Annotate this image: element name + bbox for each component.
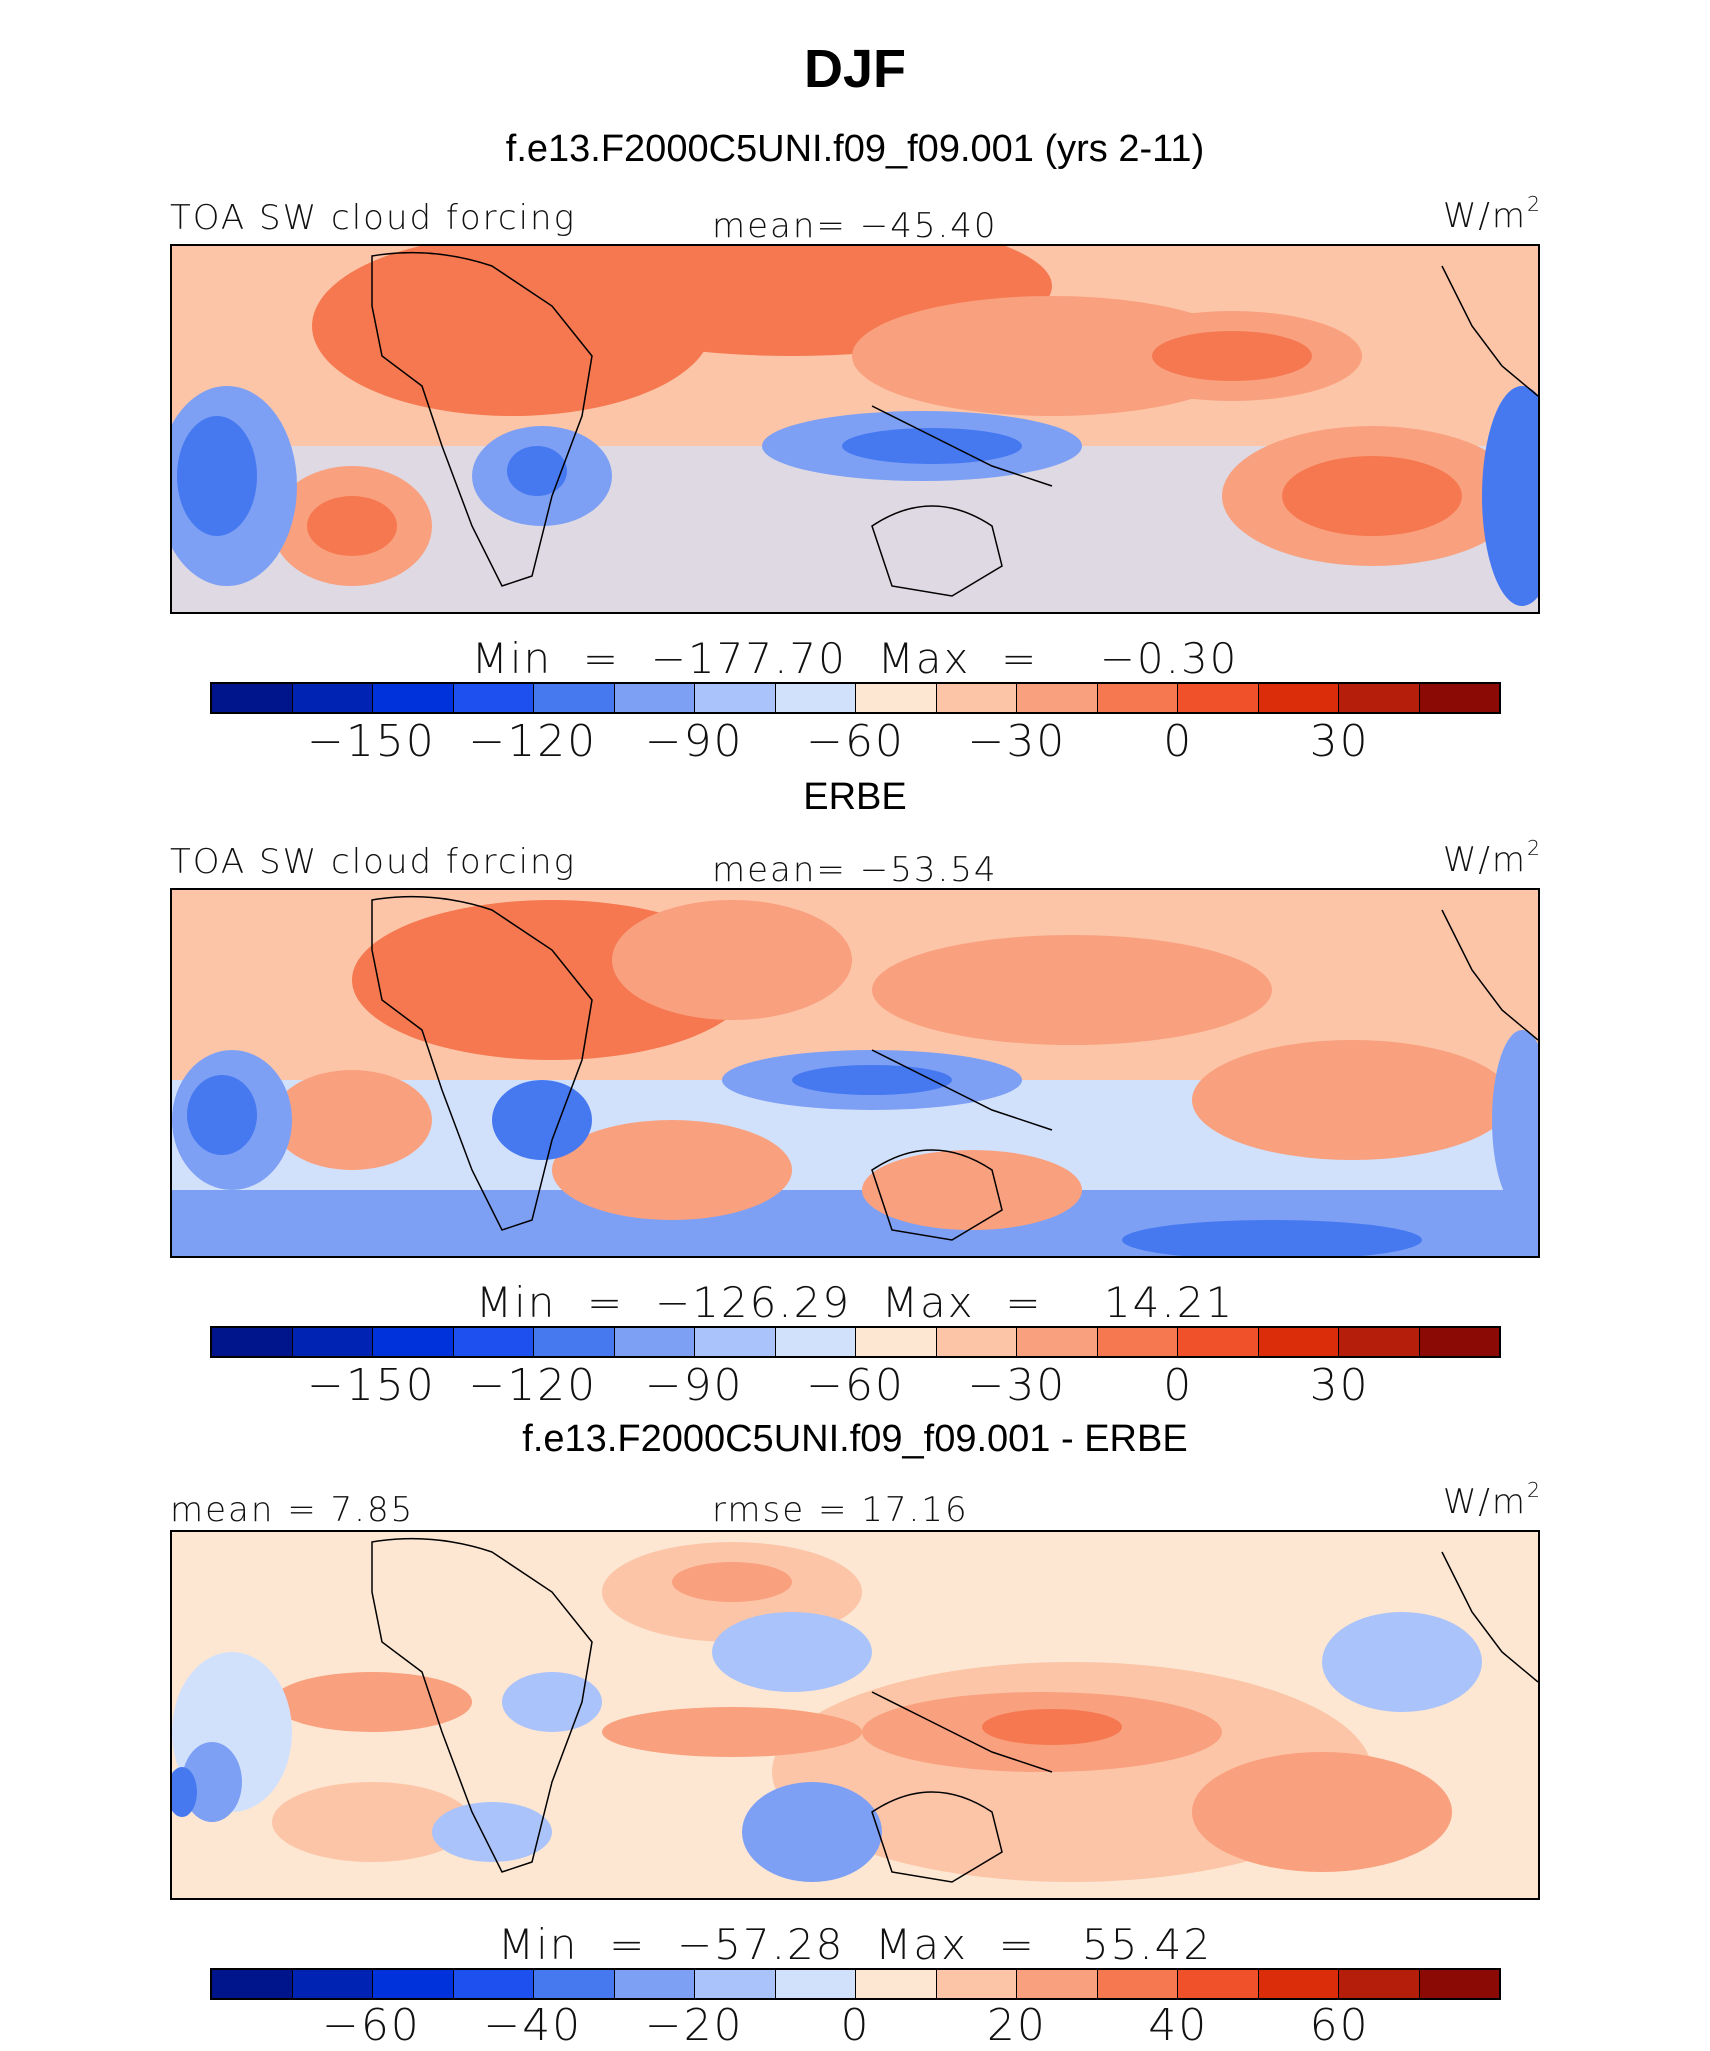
panel-1-units-label: W/m2 — [1442, 192, 1542, 236]
colorbar-swatch — [856, 1970, 937, 1998]
colorbar-tick-label: 0 — [1163, 716, 1194, 767]
colorbar-tick-label: −20 — [644, 2000, 744, 2051]
panel-2-colorbar — [210, 1326, 1501, 1358]
colorbar-tick-label: −90 — [644, 716, 744, 767]
colorbar-swatch — [1178, 684, 1259, 712]
colorbar-swatch — [695, 1328, 776, 1356]
colorbar-tick-label: −30 — [967, 1360, 1067, 1411]
panel-1-map — [157, 216, 1562, 614]
colorbar-tick-label: −150 — [306, 716, 436, 767]
colorbar-swatch — [1339, 1970, 1420, 1998]
colorbar-swatch — [1097, 1970, 1178, 1998]
colorbar-swatch — [775, 1970, 856, 1998]
colorbar-swatch — [1178, 1328, 1259, 1356]
panel-2-map — [170, 888, 1552, 1260]
panel-2-min-max: Min = −126.29 Max = 14.21 — [475, 1278, 1235, 1327]
panel-1-mean-label: mean= −45.40 — [712, 206, 998, 246]
colorbar-swatch — [936, 1328, 1017, 1356]
colorbar-swatch — [1097, 684, 1178, 712]
colorbar-swatch — [453, 1328, 534, 1356]
colorbar-swatch — [373, 1970, 454, 1998]
colorbar-swatch — [614, 1970, 695, 1998]
panel-3-colorbar — [210, 1968, 1501, 2000]
panel-3-mean-label: mean = 7.85 — [170, 1490, 415, 1530]
colorbar-swatch — [614, 1328, 695, 1356]
colorbar-tick-label: −60 — [321, 2000, 421, 2051]
panel-1-min-max: Min = −177.70 Max = −0.30 — [471, 634, 1239, 683]
colorbar-swatch — [212, 1328, 293, 1356]
colorbar-tick-label: 60 — [1309, 2000, 1370, 2051]
colorbar-swatch — [775, 684, 856, 712]
colorbar-swatch — [534, 1328, 615, 1356]
colorbar-swatch — [453, 1970, 534, 1998]
colorbar-swatch — [212, 1970, 293, 1998]
colorbar-swatch — [1017, 1328, 1098, 1356]
colorbar-tick-label: −60 — [806, 716, 905, 767]
colorbar-swatch — [534, 1970, 615, 1998]
panel-1-colorbar-ticks: −150 −120 −90 −60 −30 0 30 — [210, 716, 1501, 767]
colorbar-swatch — [292, 1970, 373, 1998]
colorbar-tick-label: 20 — [986, 2000, 1047, 2051]
colorbar-tick-label: −30 — [967, 716, 1067, 767]
colorbar-swatch — [1419, 684, 1499, 712]
colorbar-swatch — [534, 684, 615, 712]
panel-1-title: f.e13.F2000C5UNI.f09_f09.001 (yrs 2-11) — [505, 128, 1205, 170]
colorbar-swatch — [292, 684, 373, 712]
colorbar-tick-label: −150 — [306, 1360, 436, 1411]
colorbar-swatch — [1258, 684, 1339, 712]
colorbar-swatch — [856, 684, 937, 712]
panel-3-units-label: W/m2 — [1442, 1478, 1542, 1522]
colorbar-tick-label: −120 — [468, 716, 598, 767]
panel-3-min-max: Min = −57.28 Max = 55.42 — [497, 1920, 1213, 1969]
colorbar-swatch — [1419, 1328, 1499, 1356]
panel-1-map-field — [157, 216, 1562, 612]
colorbar-swatch — [212, 684, 293, 712]
colorbar-swatch — [1017, 684, 1098, 712]
panel-2-variable-label: TOA SW cloud forcing — [170, 842, 576, 882]
colorbar-swatch — [373, 1328, 454, 1356]
colorbar-swatch — [1339, 684, 1420, 712]
colorbar-swatch — [292, 1328, 373, 1356]
colorbar-swatch — [1258, 1328, 1339, 1356]
panel-3-map — [167, 1530, 1540, 1900]
panel-2-map-field — [172, 890, 1552, 1260]
colorbar-swatch — [936, 684, 1017, 712]
colorbar-swatch — [856, 1328, 937, 1356]
colorbar-tick-label: −90 — [644, 1360, 744, 1411]
colorbar-swatch — [936, 1970, 1017, 1998]
colorbar-swatch — [1097, 1328, 1178, 1356]
colorbar-tick-label: 0 — [1163, 1360, 1194, 1411]
colorbar-swatch — [453, 684, 534, 712]
colorbar-swatch — [1419, 1970, 1499, 1998]
colorbar-swatch — [1258, 1970, 1339, 1998]
colorbar-swatch — [373, 684, 454, 712]
colorbar-swatch — [1339, 1328, 1420, 1356]
panel-2-colorbar-ticks: −150 −120 −90 −60 −30 0 30 — [210, 1360, 1501, 1411]
colorbar-swatch — [1178, 1970, 1259, 1998]
colorbar-tick-label: 0 — [840, 2000, 871, 2051]
main-title: DJF — [803, 39, 906, 99]
colorbar-swatch — [614, 684, 695, 712]
panel-2-units-label: W/m2 — [1442, 836, 1542, 880]
panel-3-rmse-label: rmse = 17.16 — [712, 1490, 969, 1530]
panel-1-variable-label: TOA SW cloud forcing — [170, 198, 576, 238]
panel-2-title: ERBE — [803, 776, 907, 818]
colorbar-tick-label: −120 — [468, 1360, 598, 1411]
panel-3-colorbar-ticks: −60 −40 −20 0 20 40 60 — [210, 2000, 1501, 2051]
panel-1-colorbar — [210, 682, 1501, 714]
colorbar-tick-label: 30 — [1309, 1360, 1370, 1411]
colorbar-tick-label: 40 — [1148, 2000, 1209, 2051]
colorbar-tick-label: 30 — [1309, 716, 1370, 767]
panel-2-mean-label: mean= −53.54 — [712, 850, 998, 890]
colorbar-swatch — [695, 684, 776, 712]
colorbar-swatch — [775, 1328, 856, 1356]
colorbar-swatch — [695, 1970, 776, 1998]
colorbar-tick-label: −60 — [806, 1360, 905, 1411]
panel-3-map-field — [167, 1532, 1539, 1898]
colorbar-swatch — [1017, 1970, 1098, 1998]
panel-3-title: f.e13.F2000C5UNI.f09_f09.001 - ERBE — [522, 1418, 1188, 1460]
colorbar-tick-label: −40 — [483, 2000, 583, 2051]
